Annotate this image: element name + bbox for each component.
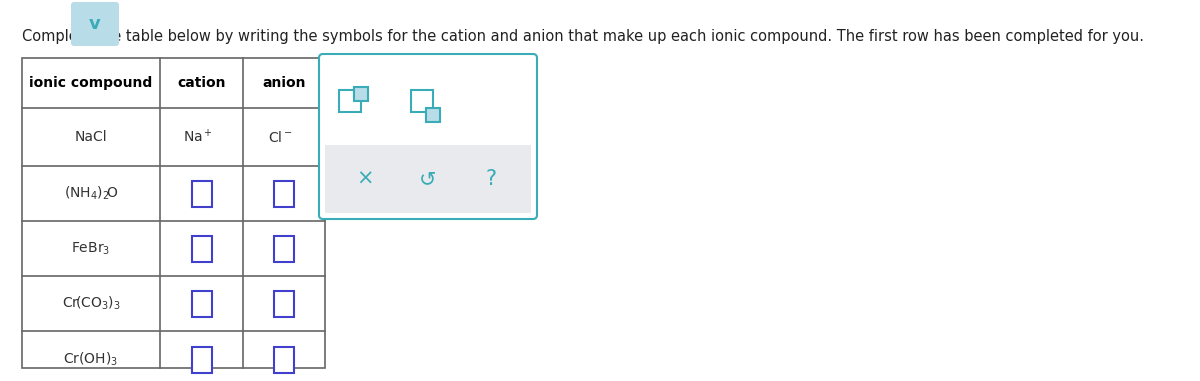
Bar	[22, 58, 325, 368]
Text: ↺: ↺	[419, 169, 437, 189]
Bar	[192, 346, 211, 373]
Text: ×: ×	[356, 169, 373, 189]
Text: NaCl: NaCl	[74, 130, 107, 144]
Text: ionic compound: ionic compound	[29, 76, 152, 90]
Text: anion: anion	[263, 76, 306, 90]
Bar	[274, 235, 294, 261]
Bar	[340, 90, 361, 112]
Text: v: v	[89, 15, 101, 33]
Bar	[274, 181, 294, 207]
Text: Na$^+$: Na$^+$	[182, 128, 212, 146]
Bar	[410, 90, 433, 112]
Text: $\mathrm{Cr(OH)_3}$: $\mathrm{Cr(OH)_3}$	[64, 351, 119, 368]
Text: cation: cation	[178, 76, 226, 90]
Bar	[192, 235, 211, 261]
Bar	[192, 181, 211, 207]
Text: $\mathrm{FeBr_3}$: $\mathrm{FeBr_3}$	[71, 240, 110, 257]
Text: Cl$^-$: Cl$^-$	[268, 130, 293, 144]
FancyBboxPatch shape	[319, 54, 538, 219]
Bar	[426, 107, 440, 122]
Text: ?: ?	[486, 169, 497, 189]
Bar	[325, 145, 530, 213]
Bar	[274, 346, 294, 373]
FancyBboxPatch shape	[71, 2, 119, 46]
Bar	[274, 290, 294, 317]
Text: Complete the table below by writing the symbols for the cation and anion that ma: Complete the table below by writing the …	[22, 29, 1144, 45]
Text: $\mathrm{Cr}\!\left(\mathrm{CO_3}\right)_3$: $\mathrm{Cr}\!\left(\mathrm{CO_3}\right)…	[61, 295, 120, 312]
Bar	[192, 290, 211, 317]
Bar	[354, 86, 368, 101]
Text: $\left(\mathrm{NH_4}\right)_2\!\mathrm{O}$: $\left(\mathrm{NH_4}\right)_2\!\mathrm{O…	[64, 185, 119, 202]
